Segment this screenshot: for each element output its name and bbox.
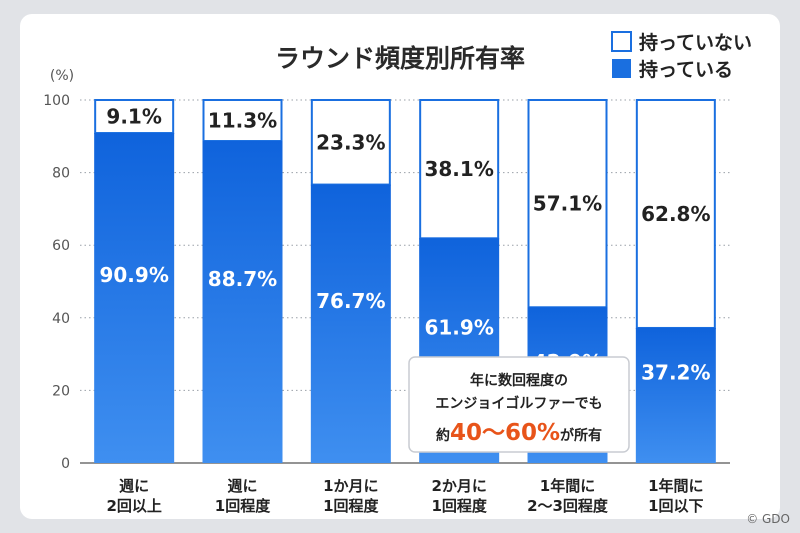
legend-label-not-own: 持っていない: [639, 31, 752, 54]
bar-not-own: [527, 99, 608, 309]
y-tick-label: 100: [43, 93, 70, 109]
data-label-own: 37.2%: [641, 360, 710, 384]
callout-prefix: 約: [436, 427, 450, 444]
y-tick-label: 40: [52, 311, 70, 327]
data-label-not-own: 23.3%: [316, 130, 385, 154]
y-tick-label: 60: [52, 238, 70, 254]
callout-box: [408, 356, 630, 453]
category-label: 1年間に: [540, 477, 595, 495]
bar-own: [94, 133, 175, 463]
category-label: 2回以上: [106, 497, 161, 515]
callout-line-1: 年に数回程度の: [470, 372, 568, 389]
chart-title: ラウンド頻度別所有率: [275, 44, 525, 73]
data-label-not-own: 62.8%: [641, 202, 710, 226]
category-label: 1回程度: [215, 497, 271, 515]
callout-highlight: 40〜60%: [450, 420, 560, 446]
data-label-not-own: 38.1%: [424, 157, 493, 181]
bar-not-own: [419, 99, 500, 240]
bar-own: [635, 327, 716, 463]
data-label-own: 90.9%: [99, 263, 168, 287]
data-label-own: 61.9%: [424, 316, 493, 340]
bar-own: [202, 141, 283, 464]
copyright-credit: © GDO: [746, 512, 790, 526]
data-label-own: 76.7%: [316, 289, 385, 313]
category-label: 2か月に: [431, 477, 486, 495]
bar-own: [310, 184, 391, 464]
category-label: 1回程度: [431, 497, 487, 515]
y-tick-label: 80: [52, 166, 70, 182]
data-label-own: 88.7%: [208, 267, 277, 291]
y-tick-label: 20: [52, 383, 70, 399]
category-label: 1回程度: [323, 497, 379, 515]
callout-suffix: が所有: [560, 427, 602, 444]
gridlines: 0 20 40 60 80 100: [43, 93, 730, 472]
legend-swatch-own: [612, 59, 631, 78]
category-label: 1回以下: [648, 497, 703, 515]
bar-not-own: [202, 99, 283, 143]
callout-line-2: エンジョイゴルファーでも: [435, 395, 602, 412]
category-label: 1年間に: [648, 477, 703, 495]
y-tick-label: 0: [61, 456, 70, 472]
legend-label-own: 持っている: [639, 58, 733, 81]
data-label-not-own: 57.1%: [533, 192, 602, 216]
legend-swatch-not-own: [611, 31, 632, 52]
y-axis-unit: (%): [50, 68, 74, 84]
data-label-not-own: 11.3%: [208, 109, 277, 133]
category-label: 1か月に: [323, 477, 378, 495]
data-label-not-own: 9.1%: [106, 105, 161, 129]
category-label: 週に: [119, 477, 149, 495]
category-label: 週に: [227, 477, 257, 495]
category-label: 2〜3回程度: [527, 497, 609, 515]
callout-line-3: 約40〜60%が所有: [436, 420, 602, 446]
